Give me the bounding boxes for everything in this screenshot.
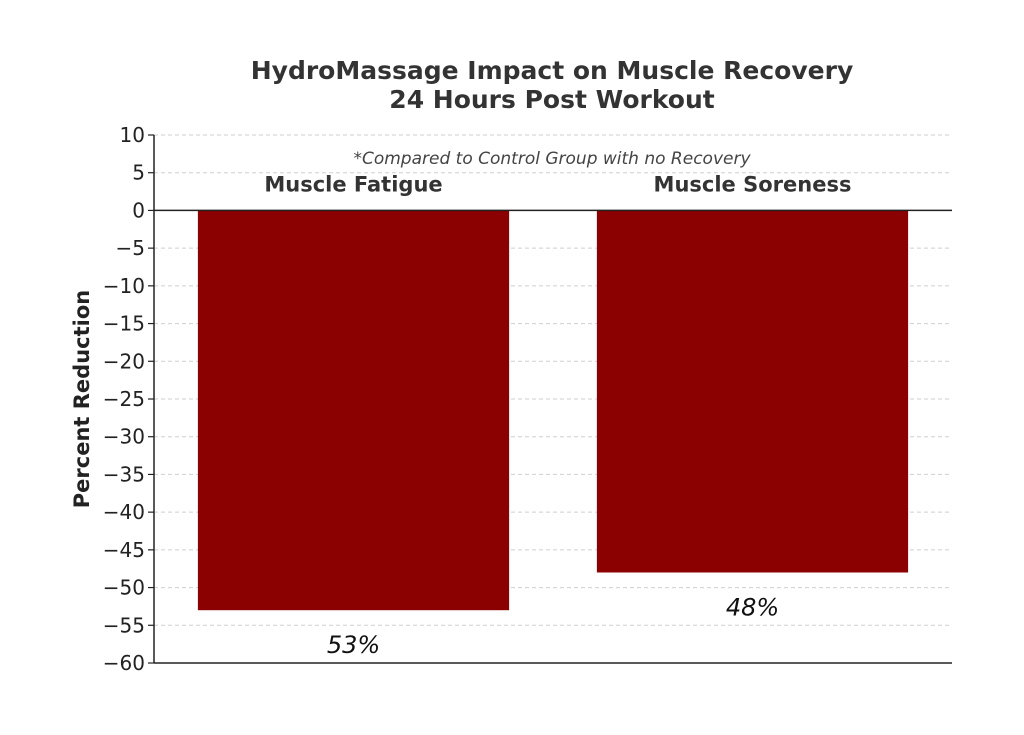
y-tick-label: −20 [103, 349, 145, 373]
y-tick-label: −30 [103, 425, 145, 449]
y-tick-label: −50 [103, 576, 145, 600]
axes: 10 5 0 −5 −10 −15 −20 −25 −30 −35 −40 −45 −50 −55 −60 [103, 123, 952, 675]
y-axis-label: Percent Reduction [70, 290, 94, 508]
y-tick-label: −5 [116, 236, 145, 260]
category-label: Muscle Fatigue [264, 172, 442, 196]
y-tick-label: −35 [103, 462, 145, 486]
bar-muscle-soreness [596, 210, 909, 573]
chart-note: *Compared to Control Group with no Recov… [353, 149, 751, 169]
bar-muscle-fatigue [197, 210, 510, 611]
y-tick-label: −60 [103, 651, 145, 675]
y-tick-label: −55 [103, 613, 145, 637]
y-tick-label: 5 [132, 161, 145, 185]
y-tick-label: −45 [103, 538, 145, 562]
y-tick-label: −15 [103, 312, 145, 336]
chart-subtitle: 24 Hours Post Workout [389, 85, 714, 114]
data-label: 48% [726, 593, 779, 621]
y-tick-label: −10 [103, 274, 145, 298]
chart-title: HydroMassage Impact on Muscle Recovery [251, 56, 854, 85]
y-tick-label: 0 [132, 198, 145, 222]
bars: Muscle Fatigue 53% Muscle Soreness 48% [197, 172, 909, 659]
data-label: 53% [327, 631, 380, 659]
y-tick-label: −40 [103, 500, 145, 524]
category-label: Muscle Soreness [654, 172, 852, 196]
y-tick-label: 10 [120, 123, 145, 147]
y-tick-label: −25 [103, 387, 145, 411]
